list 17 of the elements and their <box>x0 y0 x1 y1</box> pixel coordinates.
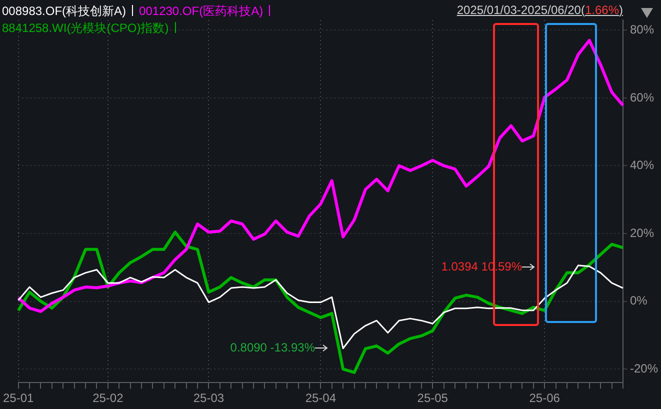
y-tick-label: 60% <box>630 90 654 104</box>
y-tick-label: -20% <box>630 361 658 376</box>
x-tick-label: 25-05 <box>417 391 448 406</box>
y-tick-label: 20% <box>630 226 654 240</box>
legend-label: 8841258.WI(光模块(CPO)指数) <box>2 21 169 35</box>
y-tick-label: 0% <box>630 294 648 308</box>
x-tick-label: 25-02 <box>92 391 124 406</box>
x-tick-label: 25-01 <box>2 391 34 406</box>
annotation: 0.8090 -13.93% <box>230 340 316 354</box>
x-tick-label: 25-04 <box>305 391 336 406</box>
chart-subtitle: 2025/01/03-2025/06/20(1.66%) <box>456 3 623 17</box>
y-tick-label: 40% <box>630 158 654 172</box>
x-tick-label: 25-03 <box>193 391 224 406</box>
legend-label: 008983.OF(科技创新A) <box>2 4 126 18</box>
legend-label: 001230.OF(医药科技A) <box>139 4 264 18</box>
x-tick-label: 25-06 <box>529 391 560 406</box>
y-tick-label: 80% <box>630 22 654 36</box>
